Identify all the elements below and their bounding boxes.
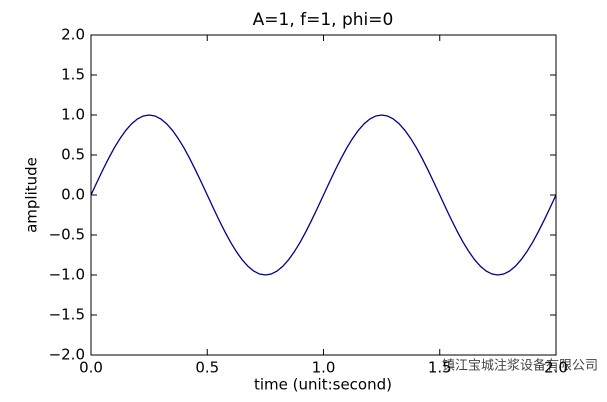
chart-title: A=1, f=1, phi=0 (253, 10, 394, 30)
x-tick-label: 2.0 (544, 359, 568, 377)
line-series (90, 114, 557, 276)
y-tick-label: 1.5 (61, 66, 85, 84)
y-tick-label: −1.5 (49, 306, 85, 324)
x-axis-label: time (unit:second) (254, 376, 392, 394)
y-tick-label: 1.0 (61, 106, 85, 124)
x-tick-label: 0.5 (195, 359, 219, 377)
x-tick-label: 0.0 (79, 359, 103, 377)
y-tick-label: 2.0 (61, 26, 85, 44)
y-tick-label: −0.5 (49, 226, 85, 244)
x-tick-label: 1.5 (428, 359, 452, 377)
y-tick-label: 0.5 (61, 146, 85, 164)
y-axis-label: amplitude (23, 157, 41, 233)
plot-frame (90, 34, 557, 356)
y-tick-label: −2.0 (49, 346, 85, 364)
watermark: 镇江宝城注浆设备有限公司 (442, 358, 598, 374)
x-tick-label: 1.0 (312, 359, 336, 377)
y-tick-label: 0.0 (61, 186, 85, 204)
y-tick-label: −1.0 (49, 266, 85, 284)
